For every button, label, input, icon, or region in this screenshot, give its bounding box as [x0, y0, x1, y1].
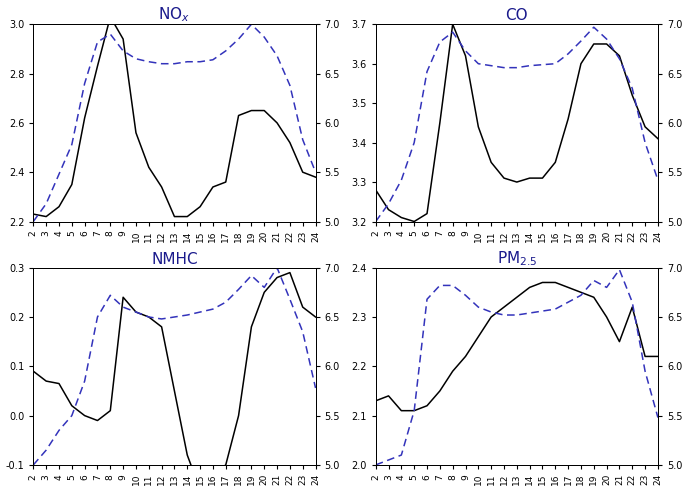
Title: CO: CO	[506, 8, 528, 23]
Title: PM$_{2.5}$: PM$_{2.5}$	[497, 249, 537, 268]
Title: NO$_x$: NO$_x$	[158, 5, 191, 24]
Title: NMHC: NMHC	[151, 251, 197, 267]
